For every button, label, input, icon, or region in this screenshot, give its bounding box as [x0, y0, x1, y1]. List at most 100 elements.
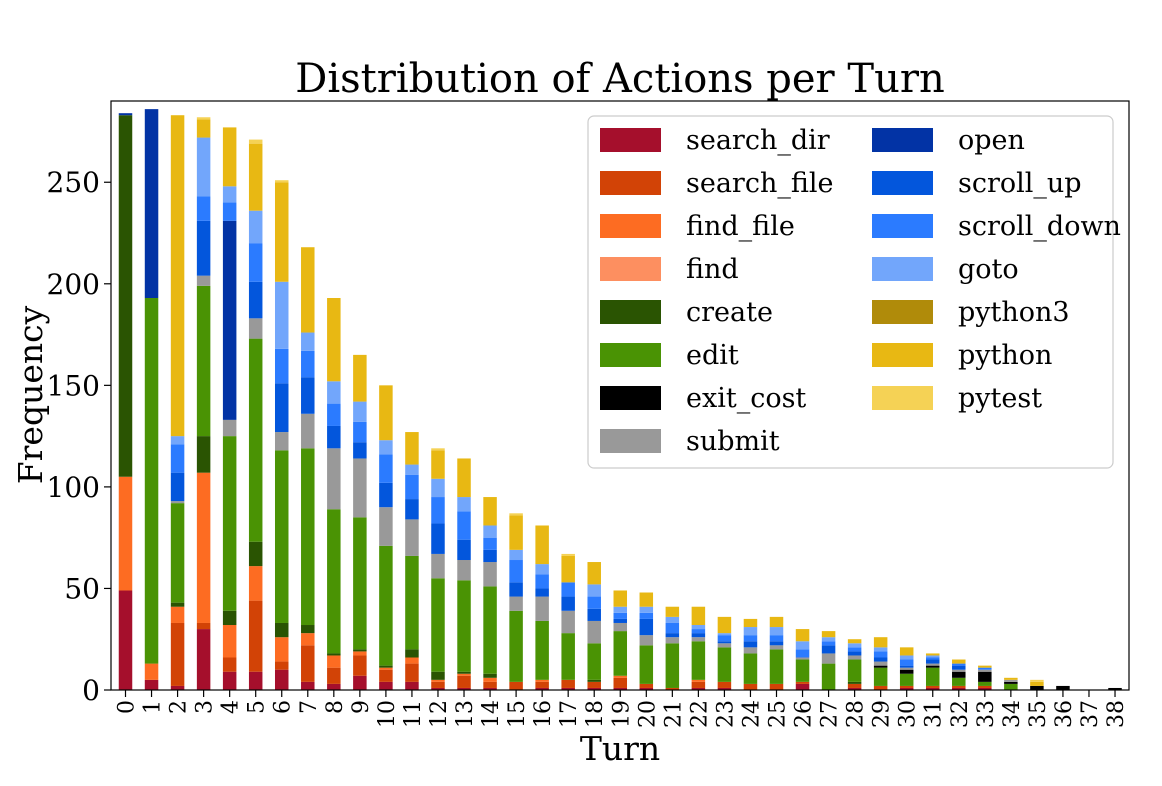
bar-segment-scroll-up-turn-23 [717, 641, 732, 644]
bar-segment-edit-turn-5 [248, 338, 263, 542]
bar-segment-find-file-turn-13 [457, 673, 471, 676]
bar-segment-submit-turn-17 [561, 610, 575, 634]
bar-segment-submit-turn-25 [769, 645, 784, 650]
legend-label: submit [686, 426, 780, 457]
bar-segment-python-turn-22 [691, 606, 706, 626]
bar-segment-edit-turn-20 [639, 645, 654, 684]
bar-segment-submit-turn-9 [353, 458, 367, 518]
bar-segment-search-dir-turn-6 [274, 669, 289, 690]
legend-swatch [872, 214, 933, 238]
bar-segment-goto-turn-9 [353, 401, 367, 422]
bar-segment-goto-turn-7 [301, 332, 315, 351]
bar-segment-search-dir-turn-11 [405, 681, 419, 690]
bar-segment-submit-turn-33 [978, 669, 992, 672]
x-tick-label: 30 [896, 700, 921, 728]
bar-segment-python-turn-7 [301, 247, 315, 333]
bar-segment-search-file-turn-31 [925, 685, 940, 688]
bar-segment-search-file-turn-22 [691, 681, 706, 688]
bar-segment-python-turn-3 [196, 119, 211, 138]
bar-segment-search-dir-turn-32 [952, 687, 966, 690]
bar-segment-scroll-down-turn-21 [665, 622, 680, 634]
bar-segment-submit-turn-24 [743, 647, 758, 654]
x-tick-label: 29 [870, 700, 895, 728]
y-ticks-group: 0 50 100 150 200 250 [47, 166, 111, 707]
x-tick-label: 34 [1000, 700, 1025, 728]
bar-segment-scroll-down-turn-32 [952, 663, 966, 666]
bar-segment-goto-turn-16 [535, 564, 549, 575]
bar-segment-exit-cost-turn-31 [925, 665, 940, 668]
x-tick-label: 33 [974, 700, 999, 728]
bar-segment-scroll-up-turn-2 [170, 472, 185, 502]
bar-segment-scroll-up-turn-12 [431, 523, 445, 554]
bar-segment-scroll-down-turn-29 [873, 651, 888, 658]
bar-segment-submit-turn-14 [483, 562, 497, 587]
bar-segment-scroll-down-turn-26 [795, 649, 810, 658]
bar-segment-submit-turn-10 [379, 507, 393, 546]
bar-segment-python-turn-9 [353, 354, 367, 402]
legend-label: find_file [686, 211, 795, 242]
legend-label: exit_cost [686, 383, 806, 414]
bar-segment-edit-turn-18 [587, 643, 601, 680]
bar-segment-search-dir-turn-13 [457, 687, 471, 690]
bar-segment-create-turn-3 [196, 436, 211, 473]
bar-segment-scroll-up-turn-3 [196, 220, 211, 276]
bar-segment-goto-turn-2 [170, 436, 185, 445]
bar-segment-find-file-turn-4 [222, 625, 237, 658]
bar-segment-scroll-up-turn-24 [743, 641, 758, 648]
bar-segment-search-file-turn-19 [613, 677, 628, 688]
bar-segment-edit-turn-34 [1004, 683, 1018, 690]
bar-segment-scroll-up-turn-9 [353, 442, 367, 459]
bar-segment-goto-turn-19 [613, 606, 628, 613]
x-tick-label: 18 [583, 700, 608, 728]
legend-label: python3 [958, 297, 1070, 328]
x-tick-label: 27 [818, 700, 843, 728]
bar-segment-search-dir-turn-7 [301, 681, 315, 690]
bar-segment-goto-turn-29 [873, 647, 888, 652]
x-tick-label: 25 [766, 700, 791, 728]
bar-segment-search-dir-turn-4 [222, 671, 237, 690]
bar-segment-submit-turn-20 [639, 635, 654, 646]
bar-segment-python-turn-18 [587, 562, 601, 585]
bar-segment-goto-turn-27 [821, 637, 836, 642]
bar-segment-edit-turn-24 [743, 653, 758, 684]
bar-segment-find-file-turn-0 [118, 476, 133, 591]
y-axis-label: Frequency [11, 305, 50, 484]
bar-segment-edit-turn-29 [873, 667, 888, 686]
bar-segment-edit-turn-1 [144, 298, 159, 664]
bar-segment-create-turn-2 [170, 602, 185, 607]
bar-segment-search-dir-turn-16 [535, 687, 549, 690]
legend-label: scroll_down [958, 211, 1121, 242]
bar-segment-search-file-turn-2 [170, 622, 185, 686]
bar-segment-find-file-turn-2 [170, 606, 185, 623]
bar-segment-python-turn-28 [847, 639, 862, 644]
bar-segment-edit-turn-12 [431, 578, 445, 672]
legend-label: create [686, 297, 773, 328]
x-tick-label: 12 [427, 700, 452, 728]
bar-segment-scroll-up-turn-29 [873, 657, 888, 662]
bar-segment-submit-turn-2 [170, 501, 185, 504]
chart-title: Distribution of Actions per Turn [295, 56, 944, 102]
bar-segment-edit-turn-31 [925, 667, 940, 686]
bar-segment-scroll-up-turn-25 [769, 641, 784, 646]
bar-segment-search-dir-turn-22 [691, 687, 706, 690]
x-tick-label: 38 [1104, 700, 1129, 728]
x-tick-label: 36 [1052, 700, 1077, 728]
bar-segment-goto-turn-15 [509, 549, 523, 561]
x-tick-label: 14 [479, 700, 504, 728]
bar-segment-python-turn-5 [248, 143, 263, 211]
bar-segment-find-file-turn-19 [613, 675, 628, 678]
bar-segment-submit-turn-18 [587, 620, 601, 644]
bar-segment-scroll-up-turn-15 [509, 582, 523, 597]
bar-segment-find-file-turn-9 [353, 651, 367, 656]
legend-label: open [958, 125, 1025, 156]
bar-segment-unlabeled-turn-0 [118, 113, 133, 116]
bar-segment-pytest-turn-35 [1030, 679, 1044, 682]
bar-segment-goto-turn-11 [405, 464, 419, 475]
bar-segment-scroll-up-turn-20 [639, 618, 654, 636]
bar-segment-create-turn-18 [587, 679, 601, 682]
bar-segment-scroll-down-turn-15 [509, 560, 523, 583]
x-axis-label: Turn [580, 729, 660, 768]
legend-swatch [600, 300, 661, 324]
bar-segment-search-file-turn-11 [405, 663, 419, 682]
bar-segment-search-file-turn-20 [639, 683, 654, 688]
